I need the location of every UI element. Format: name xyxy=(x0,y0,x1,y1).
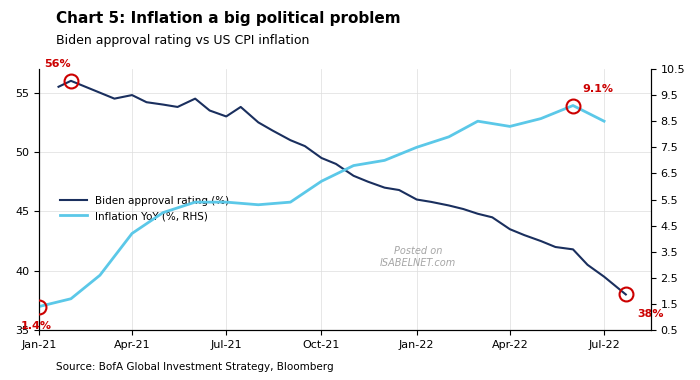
Text: Posted on
ISABELNET.com: Posted on ISABELNET.com xyxy=(380,246,456,268)
Text: 56%: 56% xyxy=(43,59,71,69)
Text: 1.4%: 1.4% xyxy=(20,321,52,331)
Text: Source: BofA Global Investment Strategy, Bloomberg: Source: BofA Global Investment Strategy,… xyxy=(56,363,334,372)
Legend: Biden approval rating (%), Inflation YoY (%, RHS): Biden approval rating (%), Inflation YoY… xyxy=(56,192,233,225)
Text: Biden approval rating vs US CPI inflation: Biden approval rating vs US CPI inflatio… xyxy=(56,34,309,47)
Text: Chart 5: Inflation a big political problem: Chart 5: Inflation a big political probl… xyxy=(56,11,400,26)
Text: 9.1%: 9.1% xyxy=(582,84,613,94)
Text: 38%: 38% xyxy=(638,309,664,319)
